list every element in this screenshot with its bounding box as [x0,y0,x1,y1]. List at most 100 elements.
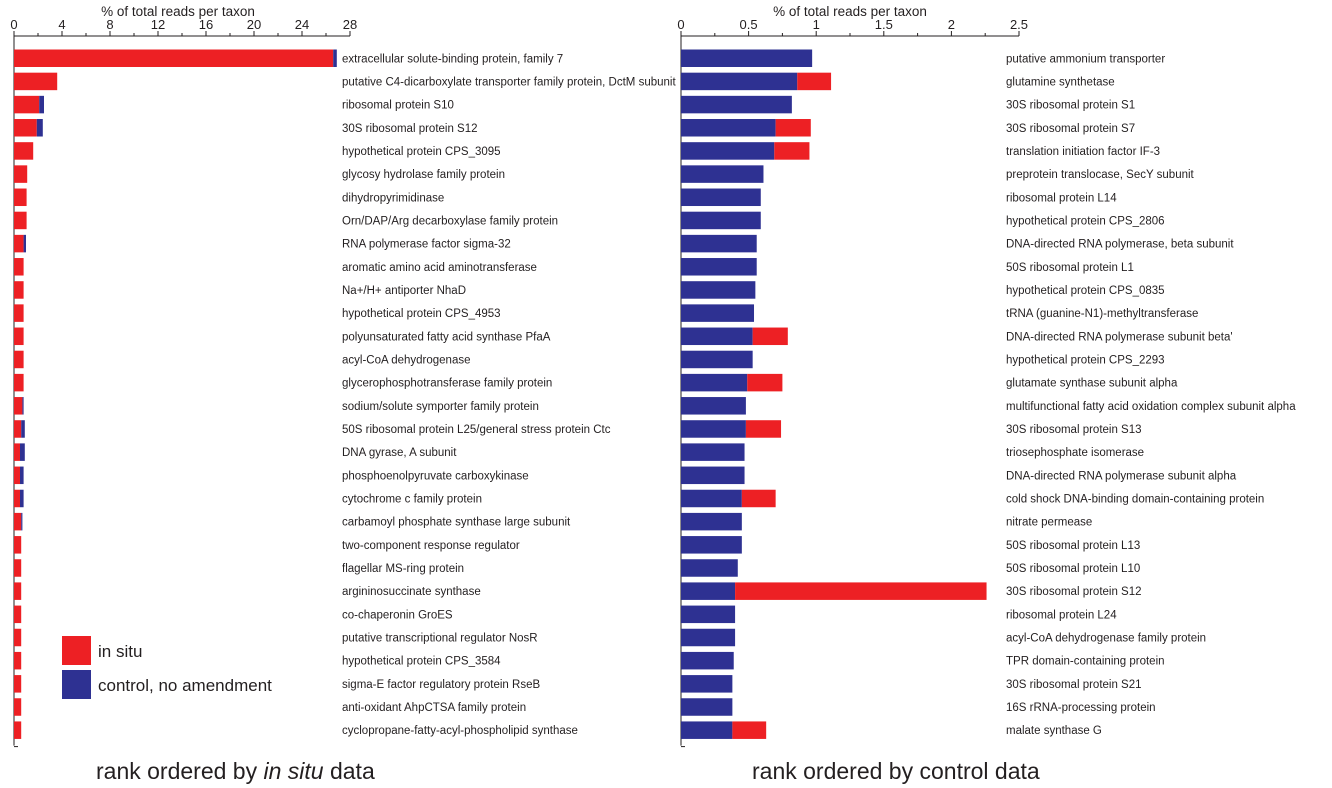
bar-control [681,651,734,670]
category-label: putative ammonium transporter [1006,53,1165,65]
category-label: 30S ribosomal protein S12 [1006,586,1142,598]
category-label: RNA polymerase factor sigma-32 [342,239,511,251]
category-label: carbamoyl phosphate synthase large subun… [342,517,571,529]
bar-control [681,559,738,577]
bar-in-situ [745,420,782,438]
bar-control [681,304,755,322]
bar-in-situ [14,304,24,322]
legend-label-control: control, no amendment [98,676,272,695]
category-label: nitrate permease [1006,517,1092,529]
bar-in-situ [14,165,28,183]
bar-in-situ [774,142,810,160]
bar-control [681,49,813,67]
bar-in-situ [14,512,22,531]
bar-in-situ [732,721,767,739]
category-label: glutamine synthetase [1006,76,1115,88]
category-label: acyl-CoA dehydrogenase [342,354,471,366]
bar-control [333,49,337,67]
x-tick-label: 0 [677,17,684,32]
bar-control [681,512,742,531]
category-label: polyunsaturated fatty acid synthase PfaA [342,331,551,343]
bar-in-situ [14,142,34,160]
category-label: ribosomal protein S10 [342,100,454,112]
bar-in-situ [14,397,23,415]
category-label: flagellar MS-ring protein [342,563,464,575]
category-label: malate synthase G [1006,725,1102,737]
bar-control [39,95,44,114]
bar-control [20,443,25,461]
category-label: acyl-CoA dehydrogenase family protein [1006,633,1206,645]
bar-in-situ [14,698,22,716]
category-label: putative transcriptional regulator NosR [342,633,538,645]
bar-in-situ [14,211,27,230]
bar-in-situ [14,188,27,207]
category-label: hypothetical protein CPS_4953 [342,308,501,320]
bar-control [681,72,798,91]
bar-in-situ [14,72,58,91]
legend: in situ control, no amendment [62,636,272,699]
bar-control [23,234,26,253]
bar-control [681,489,742,508]
category-label: multifunctional fatty acid oxidation com… [1006,401,1296,413]
bar-control [21,420,25,438]
category-label: argininosuccinate synthase [342,586,481,598]
bar-in-situ [14,350,24,369]
category-label: 30S ribosomal protein S21 [1006,679,1142,691]
bar-control [681,188,761,207]
category-label: 30S ribosomal protein S12 [342,123,478,135]
category-label: hypothetical protein CPS_2293 [1006,354,1165,366]
bar-in-situ [747,373,783,392]
category-label: aromatic amino acid aminotransferase [342,262,537,274]
bar-control [681,628,736,647]
x-tick-label: 28 [343,17,357,32]
category-label: 30S ribosomal protein S7 [1006,123,1135,135]
bar-in-situ [14,489,20,508]
bar-control [681,350,753,369]
x-tick-label: 2.5 [1010,17,1028,32]
caption-left-italic: in situ [263,758,323,784]
category-label: hypothetical protein CPS_0835 [1006,285,1165,297]
bar-in-situ [14,605,22,624]
category-label: triosephosphate isomerase [1006,447,1144,459]
category-label: translation initiation factor IF-3 [1006,146,1160,158]
category-label: Orn/DAP/Arg decarboxylase family protein [342,215,558,227]
category-label: tRNA (guanine-N1)-methyltransferase [1006,308,1198,320]
category-label: co-chaperonin GroES [342,609,453,621]
x-tick-label: 0 [10,17,17,32]
category-label: 50S ribosomal protein L1 [1006,262,1134,274]
caption-left-before: rank ordered by [96,758,263,784]
category-label: putative C4-dicarboxylate transporter fa… [342,76,676,88]
legend-swatch-in-situ [62,636,91,665]
category-label: 50S ribosomal protein L25/general stress… [342,424,611,436]
bar-control [681,258,757,276]
bar-in-situ [14,651,22,670]
caption-left: rank ordered by in situ data [96,758,375,784]
bar-control [681,234,757,253]
bar-in-situ [14,582,22,600]
bar-control [22,397,24,415]
category-label: glycosy hydrolase family protein [342,169,505,181]
bar-in-situ [14,373,24,392]
bar-in-situ [14,466,20,485]
x-tick-label: 24 [295,17,309,32]
bar-in-situ [14,675,22,693]
bar-control [681,281,756,299]
bar-control [681,165,764,183]
bar-in-situ [14,559,22,577]
bar-control [20,466,24,485]
left-chart: % of total reads per taxon 0 4 8 12 16 20 24 28… [10,4,676,748]
bar-control [681,95,792,114]
left-x-axis-title: % of total reads per taxon [101,4,255,19]
bar-control [681,443,745,461]
category-label: 50S ribosomal protein L13 [1006,540,1140,552]
x-tick-label: 8 [106,17,113,32]
bar-control [681,420,746,438]
legend-label-in-situ: in situ [98,642,142,661]
bar-control [681,698,733,716]
category-label: cyclopropane-fatty-acyl-phospholipid syn… [342,725,578,737]
x-tick-label: 20 [247,17,261,32]
bar-control [681,373,748,392]
x-tick-label: 1 [813,17,820,32]
category-label: DNA-directed RNA polymerase, beta subuni… [1006,239,1234,251]
